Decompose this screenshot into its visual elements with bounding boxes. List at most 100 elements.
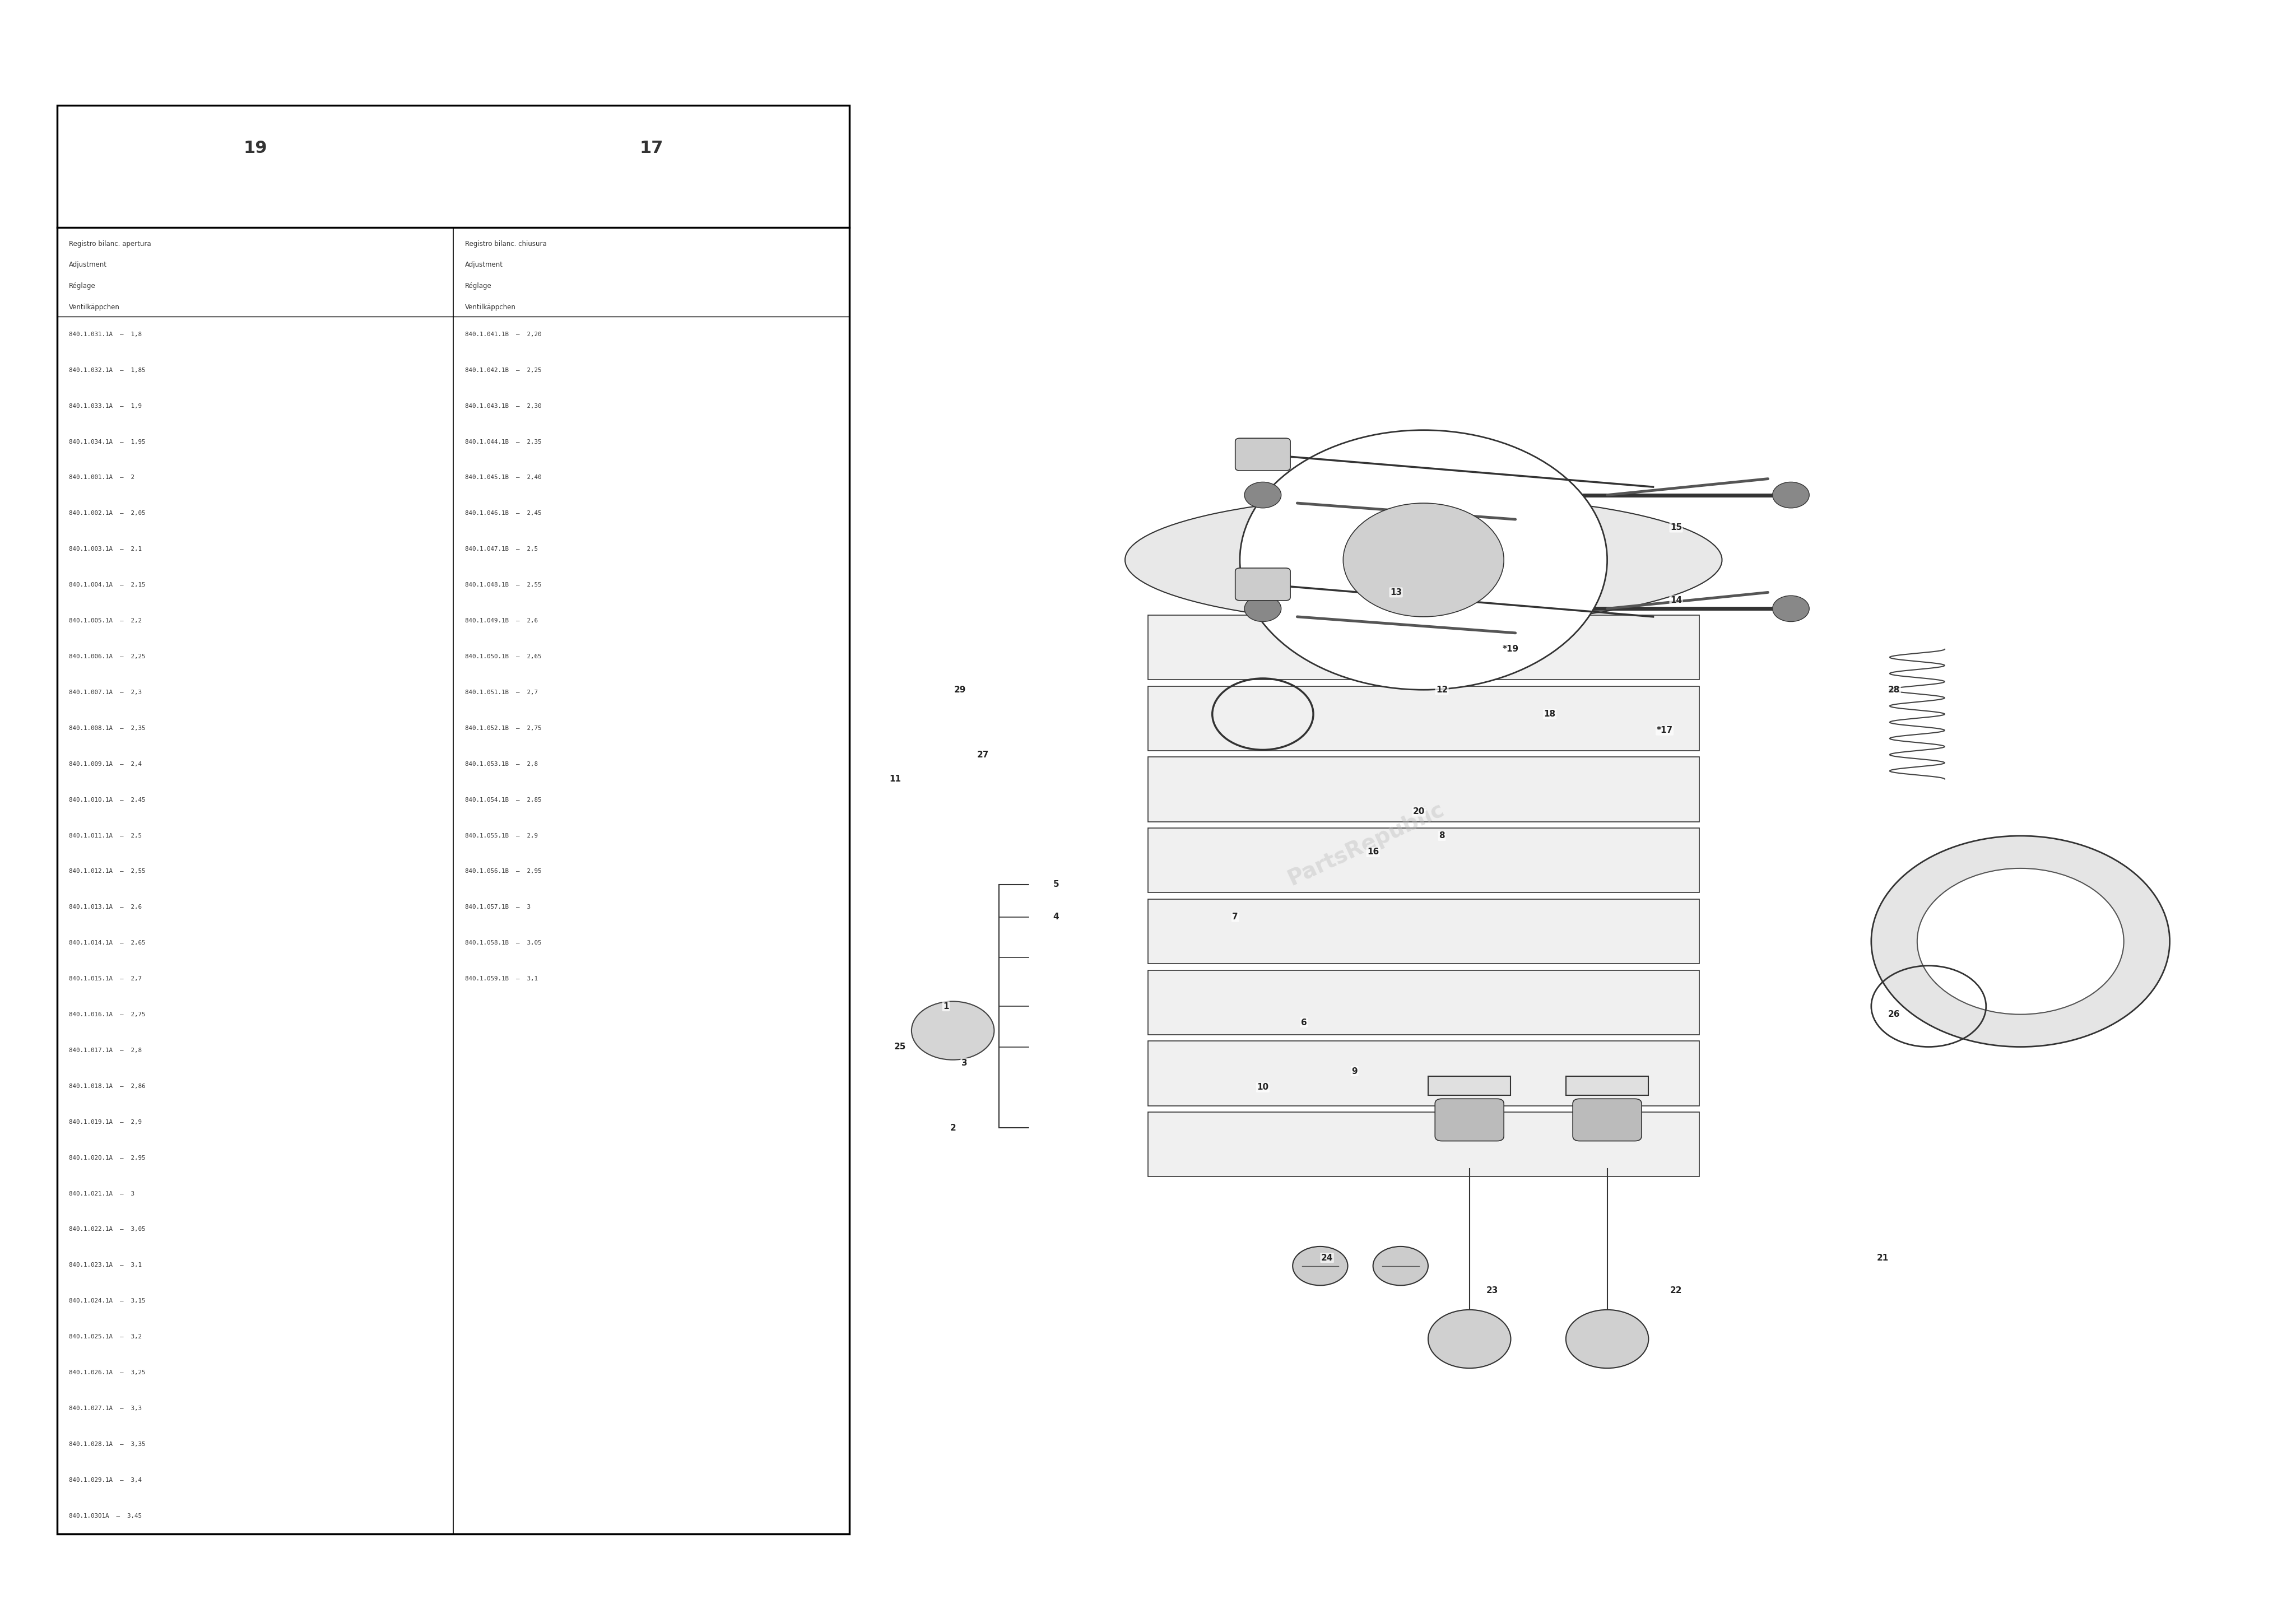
Text: 840.1.029.1A  —  3,4: 840.1.029.1A — 3,4 — [69, 1477, 142, 1483]
Text: 2: 2 — [951, 1123, 955, 1133]
Text: 840.1.028.1A  —  3,35: 840.1.028.1A — 3,35 — [69, 1441, 145, 1448]
Text: 840.1.047.1B  —  2,5: 840.1.047.1B — 2,5 — [464, 547, 537, 552]
Circle shape — [1917, 868, 2124, 1014]
Text: 22: 22 — [1669, 1285, 1683, 1295]
Circle shape — [1244, 596, 1281, 622]
Text: 5: 5 — [1054, 880, 1058, 889]
FancyBboxPatch shape — [1148, 828, 1699, 893]
Text: 840.1.046.1B  —  2,45: 840.1.046.1B — 2,45 — [464, 511, 542, 516]
Text: 840.1.033.1A  —  1,9: 840.1.033.1A — 1,9 — [69, 403, 142, 409]
Text: Registro bilanc. apertura: Registro bilanc. apertura — [69, 240, 152, 247]
Ellipse shape — [1125, 495, 1722, 625]
FancyBboxPatch shape — [1148, 687, 1699, 750]
Text: 8: 8 — [1440, 831, 1444, 841]
Text: 840.1.054.1B  —  2,85: 840.1.054.1B — 2,85 — [464, 797, 542, 803]
Text: 840.1.009.1A  —  2,4: 840.1.009.1A — 2,4 — [69, 761, 142, 766]
Text: 840.1.027.1A  —  3,3: 840.1.027.1A — 3,3 — [69, 1406, 142, 1412]
Text: 840.1.014.1A  —  2,65: 840.1.014.1A — 2,65 — [69, 940, 145, 946]
Text: PartsRepublic: PartsRepublic — [1283, 799, 1449, 889]
Text: *17: *17 — [1655, 725, 1674, 735]
Text: 840.1.056.1B  —  2,95: 840.1.056.1B — 2,95 — [464, 868, 542, 875]
FancyBboxPatch shape — [1148, 1042, 1699, 1105]
Text: 840.1.050.1B  —  2,65: 840.1.050.1B — 2,65 — [464, 654, 542, 659]
Text: 840.1.043.1B  —  2,30: 840.1.043.1B — 2,30 — [464, 403, 542, 409]
Text: 17: 17 — [641, 140, 664, 156]
Text: 840.1.005.1A  —  2,2: 840.1.005.1A — 2,2 — [69, 618, 142, 623]
Text: 18: 18 — [1543, 709, 1557, 719]
Text: 840.1.011.1A  —  2,5: 840.1.011.1A — 2,5 — [69, 833, 142, 839]
Text: 7: 7 — [1233, 912, 1238, 922]
Text: 23: 23 — [1486, 1285, 1499, 1295]
Text: 21: 21 — [1876, 1253, 1890, 1263]
FancyBboxPatch shape — [1235, 438, 1290, 471]
Circle shape — [1244, 482, 1281, 508]
Text: 840.1.051.1B  —  2,7: 840.1.051.1B — 2,7 — [464, 690, 537, 695]
Text: 840.1.012.1A  —  2,55: 840.1.012.1A — 2,55 — [69, 868, 145, 875]
Text: 16: 16 — [1366, 847, 1380, 857]
Text: 11: 11 — [889, 774, 902, 784]
Text: 840.1.055.1B  —  2,9: 840.1.055.1B — 2,9 — [464, 833, 537, 839]
Text: 840.1.049.1B  —  2,6: 840.1.049.1B — 2,6 — [464, 618, 537, 623]
Text: Réglage: Réglage — [69, 282, 96, 289]
Text: 29: 29 — [953, 685, 967, 695]
Text: 840.1.004.1A  —  2,15: 840.1.004.1A — 2,15 — [69, 583, 145, 588]
Text: 840.1.024.1A  —  3,15: 840.1.024.1A — 3,15 — [69, 1298, 145, 1303]
Text: 840.1.001.1A  —  2: 840.1.001.1A — 2 — [69, 476, 135, 480]
Text: 6: 6 — [1302, 1018, 1306, 1027]
Text: 840.1.015.1A  —  2,7: 840.1.015.1A — 2,7 — [69, 975, 142, 982]
Text: Adjustment: Adjustment — [69, 261, 108, 268]
FancyBboxPatch shape — [1428, 1076, 1511, 1096]
Text: 840.1.007.1A  —  2,3: 840.1.007.1A — 2,3 — [69, 690, 142, 695]
Text: 840.1.022.1A  —  3,05: 840.1.022.1A — 3,05 — [69, 1227, 145, 1232]
Text: Réglage: Réglage — [464, 282, 491, 289]
Text: 840.1.021.1A  —  3: 840.1.021.1A — 3 — [69, 1191, 135, 1196]
Text: 840.1.017.1A  —  2,8: 840.1.017.1A — 2,8 — [69, 1047, 142, 1053]
Text: 840.1.023.1A  —  3,1: 840.1.023.1A — 3,1 — [69, 1263, 142, 1268]
Text: 840.1.010.1A  —  2,45: 840.1.010.1A — 2,45 — [69, 797, 145, 803]
Text: 840.1.053.1B  —  2,8: 840.1.053.1B — 2,8 — [464, 761, 537, 766]
Text: 840.1.059.1B  —  3,1: 840.1.059.1B — 3,1 — [464, 975, 537, 982]
Text: 840.1.025.1A  —  3,2: 840.1.025.1A — 3,2 — [69, 1334, 142, 1339]
Text: 840.1.045.1B  —  2,40: 840.1.045.1B — 2,40 — [464, 476, 542, 480]
Text: 840.1.020.1A  —  2,95: 840.1.020.1A — 2,95 — [69, 1156, 145, 1160]
Circle shape — [912, 1001, 994, 1060]
Text: 840.1.058.1B  —  3,05: 840.1.058.1B — 3,05 — [464, 940, 542, 946]
Text: 840.1.0301A  —  3,45: 840.1.0301A — 3,45 — [69, 1513, 142, 1519]
Text: 840.1.016.1A  —  2,75: 840.1.016.1A — 2,75 — [69, 1011, 145, 1018]
Text: Adjustment: Adjustment — [464, 261, 503, 268]
Circle shape — [1240, 430, 1607, 690]
FancyBboxPatch shape — [1235, 568, 1290, 601]
Text: 840.1.002.1A  —  2,05: 840.1.002.1A — 2,05 — [69, 511, 145, 516]
FancyBboxPatch shape — [1435, 1099, 1504, 1141]
FancyBboxPatch shape — [1148, 1112, 1699, 1177]
Text: 27: 27 — [976, 750, 990, 760]
Text: 26: 26 — [1887, 1010, 1901, 1019]
Text: 840.1.057.1B  —  3: 840.1.057.1B — 3 — [464, 904, 530, 911]
Text: 840.1.003.1A  —  2,1: 840.1.003.1A — 2,1 — [69, 547, 142, 552]
Text: 24: 24 — [1320, 1253, 1334, 1263]
Text: 840.1.032.1A  —  1,85: 840.1.032.1A — 1,85 — [69, 367, 145, 373]
Text: *19: *19 — [1502, 644, 1520, 654]
Circle shape — [1373, 1246, 1428, 1285]
FancyBboxPatch shape — [1148, 615, 1699, 680]
Text: 9: 9 — [1352, 1066, 1357, 1076]
Text: 3: 3 — [962, 1058, 967, 1068]
Text: Registro bilanc. chiusura: Registro bilanc. chiusura — [464, 240, 546, 247]
FancyBboxPatch shape — [1148, 899, 1699, 964]
Text: 1: 1 — [944, 1001, 948, 1011]
Text: Ventilkäppchen: Ventilkäppchen — [69, 304, 119, 310]
Text: 840.1.048.1B  —  2,55: 840.1.048.1B — 2,55 — [464, 583, 542, 588]
Circle shape — [1428, 1310, 1511, 1368]
Text: 840.1.034.1A  —  1,95: 840.1.034.1A — 1,95 — [69, 438, 145, 445]
FancyBboxPatch shape — [1148, 756, 1699, 821]
Text: 28: 28 — [1887, 685, 1901, 695]
Text: Ventilkäppchen: Ventilkäppchen — [464, 304, 517, 310]
Text: 840.1.031.1A  —  1,8: 840.1.031.1A — 1,8 — [69, 331, 142, 338]
Text: 4: 4 — [1054, 912, 1058, 922]
Circle shape — [1871, 836, 2170, 1047]
FancyBboxPatch shape — [1566, 1076, 1649, 1096]
Text: 13: 13 — [1389, 588, 1403, 597]
Text: 840.1.006.1A  —  2,25: 840.1.006.1A — 2,25 — [69, 654, 145, 659]
Text: 25: 25 — [893, 1042, 907, 1052]
Circle shape — [1343, 503, 1504, 617]
